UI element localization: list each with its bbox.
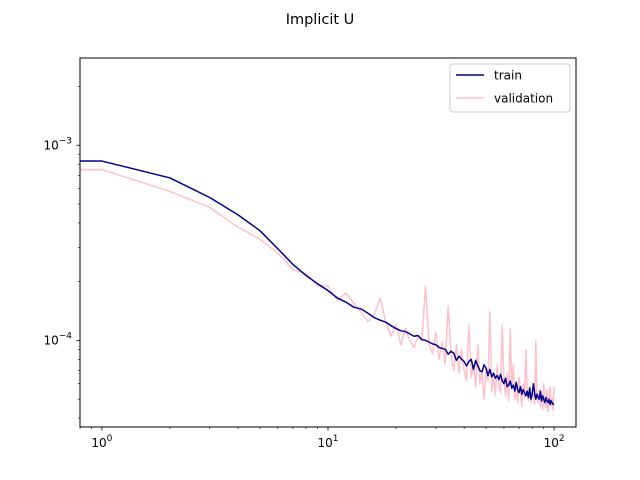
legend-label-train: train [494, 69, 522, 83]
legend-label-validation: validation [494, 92, 553, 106]
legend: train validation [449, 63, 571, 113]
y-tick-label: 10−3 [43, 136, 72, 152]
x-tick-label: 100 [91, 434, 112, 450]
chart-title: Implicit U [286, 12, 355, 28]
y-tick-label: 10−4 [43, 331, 72, 347]
axis-ticks: 100 101 102 10−4 10−3 [43, 86, 565, 450]
legend-box [449, 63, 571, 113]
x-tick-label: 101 [317, 434, 338, 450]
series-layer [80, 160, 555, 413]
x-tick-label: 102 [544, 434, 565, 450]
series-line-train [80, 160, 555, 406]
